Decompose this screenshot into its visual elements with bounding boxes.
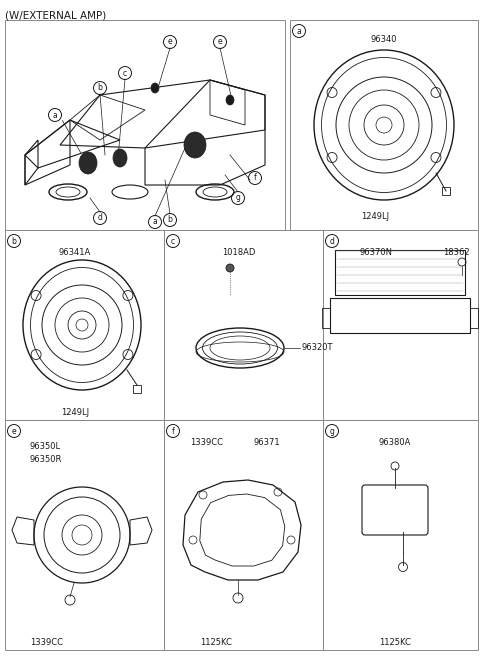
Text: 1339CC: 1339CC — [190, 438, 223, 447]
Text: 96341A: 96341A — [59, 248, 91, 257]
Text: d: d — [97, 214, 102, 223]
Bar — [323, 230, 478, 420]
Text: 18362: 18362 — [444, 248, 470, 257]
Text: 96371: 96371 — [253, 438, 280, 447]
Bar — [5, 230, 164, 420]
Bar — [322, 308, 330, 328]
Text: f: f — [253, 173, 256, 183]
Bar — [323, 420, 478, 650]
Bar — [133, 385, 141, 393]
Ellipse shape — [184, 132, 206, 158]
Text: a: a — [53, 110, 58, 120]
Text: 1125KC: 1125KC — [379, 638, 411, 647]
Text: 96350L: 96350L — [30, 442, 61, 451]
Text: d: d — [330, 237, 335, 246]
Text: 96350R: 96350R — [30, 455, 62, 464]
Text: 96320T: 96320T — [302, 344, 334, 353]
Bar — [330, 298, 470, 333]
Text: f: f — [172, 426, 174, 436]
Text: e: e — [218, 37, 222, 47]
Text: 1018AD: 1018AD — [222, 248, 255, 257]
Ellipse shape — [113, 149, 127, 167]
Text: b: b — [12, 237, 16, 246]
Text: 1125KC: 1125KC — [200, 638, 232, 647]
Text: b: b — [97, 83, 102, 93]
Ellipse shape — [151, 83, 159, 93]
Text: b: b — [168, 215, 172, 225]
Ellipse shape — [79, 152, 97, 174]
Bar — [335, 250, 465, 295]
Text: a: a — [153, 217, 157, 227]
Bar — [470, 308, 478, 328]
Circle shape — [226, 264, 234, 272]
Text: 1249LJ: 1249LJ — [361, 212, 389, 221]
Text: 1339CC: 1339CC — [30, 638, 63, 647]
Text: 96370N: 96370N — [360, 248, 393, 257]
Text: (W/EXTERNAL AMP): (W/EXTERNAL AMP) — [5, 10, 106, 20]
Ellipse shape — [226, 95, 234, 105]
Text: 96380A: 96380A — [379, 438, 411, 447]
Bar — [5, 20, 285, 230]
Bar — [290, 20, 478, 230]
Text: e: e — [168, 37, 172, 47]
Text: c: c — [171, 237, 175, 246]
Text: e: e — [12, 426, 16, 436]
Text: c: c — [123, 68, 127, 78]
Text: g: g — [330, 426, 335, 436]
Text: 1249LJ: 1249LJ — [61, 408, 89, 417]
Bar — [5, 420, 164, 650]
Bar — [164, 230, 323, 420]
Text: 96340: 96340 — [371, 35, 397, 44]
Text: g: g — [236, 194, 240, 202]
Bar — [442, 187, 450, 195]
Bar — [164, 420, 323, 650]
Text: a: a — [297, 26, 301, 35]
